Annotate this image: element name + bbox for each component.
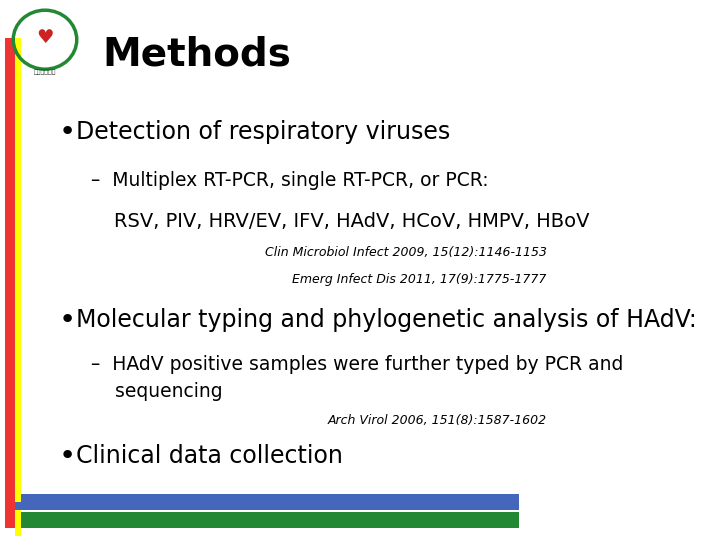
Bar (4, 494, 15, 528)
Text: RSV, PIV, HRV/EV, IFV, HAdV, HCoV, HMPV, HBoV: RSV, PIV, HRV/EV, IFV, HAdV, HCoV, HMPV,… (114, 212, 590, 231)
Text: Clinical data collection: Clinical data collection (76, 444, 343, 468)
Text: Methods: Methods (102, 35, 291, 73)
Text: •: • (58, 118, 76, 146)
Bar (4, 38, 15, 502)
Text: Molecular typing and phylogenetic analysis of HAdV:: Molecular typing and phylogenetic analys… (76, 308, 697, 332)
Text: Arch Virol 2006, 151(8):1587-1602: Arch Virol 2006, 151(8):1587-1602 (328, 414, 546, 427)
Text: Clin Microbiol Infect 2009, 15(12):1146-1153: Clin Microbiol Infect 2009, 15(12):1146-… (265, 246, 546, 259)
Text: sequencing: sequencing (91, 382, 222, 401)
Text: 北京儿童医院: 北京儿童医院 (34, 70, 56, 76)
Text: Detection of respiratory viruses: Detection of respiratory viruses (76, 120, 450, 144)
Text: ♥: ♥ (36, 28, 54, 47)
Text: –  HAdV positive samples were further typed by PCR and: – HAdV positive samples were further typ… (91, 355, 623, 374)
Bar (4, 512, 519, 528)
Text: •: • (58, 306, 76, 334)
Text: Emerg Infect Dis 2011, 17(9):1775-1777: Emerg Infect Dis 2011, 17(9):1775-1777 (292, 273, 546, 286)
Bar (15, 38, 21, 502)
Text: –  Multiplex RT-PCR, single RT-PCR, or PCR:: – Multiplex RT-PCR, single RT-PCR, or PC… (91, 171, 488, 191)
Bar (4, 494, 519, 510)
Text: •: • (58, 442, 76, 470)
Bar (15, 510, 21, 536)
